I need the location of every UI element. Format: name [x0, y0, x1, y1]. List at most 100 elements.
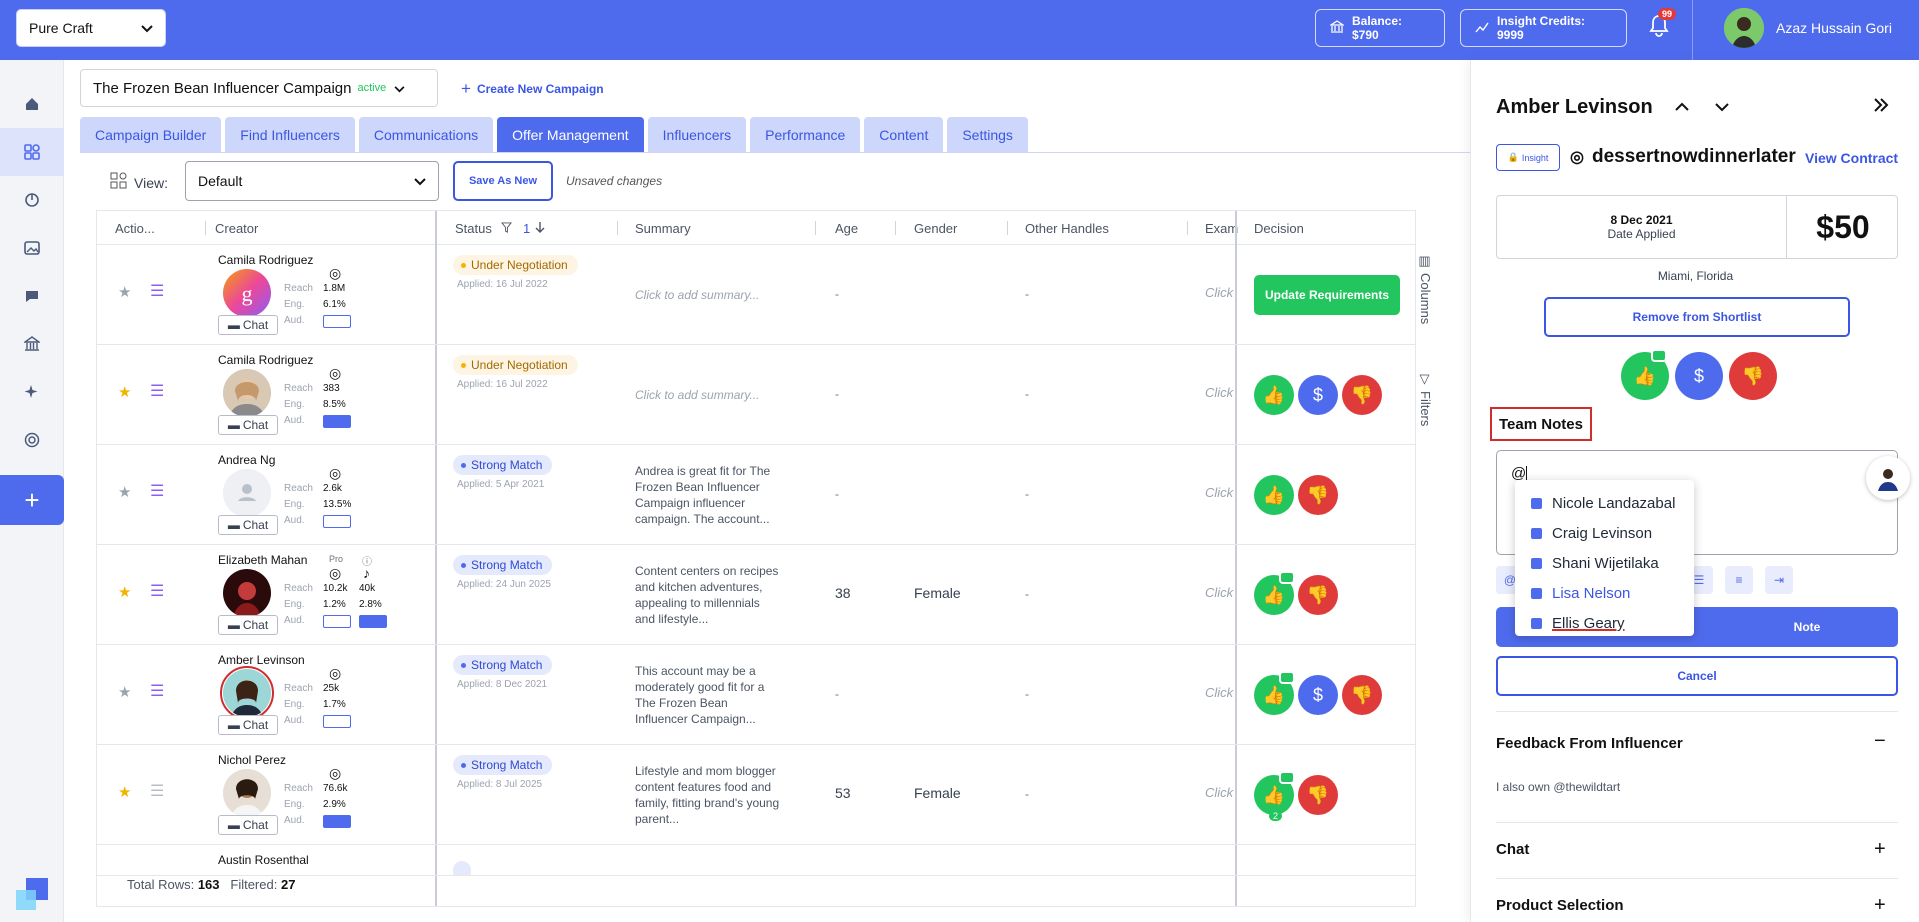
- brand-selector[interactable]: Pure Craft: [16, 9, 166, 47]
- update-requirements-button[interactable]: Update Requirements: [1254, 275, 1400, 315]
- header-other-handles[interactable]: Other Handles: [1025, 221, 1109, 236]
- avatar[interactable]: [220, 666, 274, 720]
- list-icon[interactable]: ☰: [150, 783, 165, 800]
- product-selection-title[interactable]: Product Selection: [1496, 897, 1624, 914]
- table-row[interactable]: ★ ☰ Camila Rodriguez g ▬ Chat ◎ Reach Eng.…: [97, 245, 1415, 345]
- target-icon[interactable]: [0, 416, 64, 464]
- table-row[interactable]: ★ ☰ Nichol Perez ▬ Chat ◎ Reach Eng. Aud. 7…: [97, 745, 1415, 845]
- indent-icon[interactable]: ⇥: [1765, 566, 1793, 594]
- status-badge[interactable]: Under Negotiation: [453, 355, 578, 375]
- mention-option[interactable]: Nicole Landazabal: [1515, 488, 1694, 518]
- list-icon[interactable]: ☰: [150, 583, 165, 600]
- audience-button[interactable]: [323, 715, 351, 728]
- sparkle-icon[interactable]: [0, 368, 64, 416]
- exam-cell[interactable]: Click: [1205, 585, 1234, 600]
- sort-down-icon[interactable]: [535, 221, 545, 236]
- chat-button[interactable]: ▬ Chat: [218, 815, 278, 835]
- table-row[interactable]: ★ ☰ Amber Levinson ▬ Chat ◎ Reach Eng. Aud.…: [97, 645, 1415, 745]
- campaign-selector[interactable]: The Frozen Bean Influencer Campaign acti…: [80, 69, 438, 107]
- creator-name[interactable]: Elizabeth Mahan: [218, 553, 308, 567]
- instagram-icon[interactable]: ◎: [329, 465, 342, 481]
- star-icon[interactable]: ★: [118, 684, 132, 701]
- chevron-down-icon[interactable]: [1714, 96, 1730, 117]
- campaigns-icon[interactable]: [0, 128, 64, 176]
- exam-cell[interactable]: Click: [1205, 685, 1234, 700]
- chat-button[interactable]: ▬ Chat: [218, 315, 278, 335]
- tiktok-icon[interactable]: ♪: [363, 565, 370, 581]
- team-note-input[interactable]: @: [1496, 450, 1898, 555]
- mention-option[interactable]: Ellis Geary: [1515, 608, 1694, 638]
- instagram-icon[interactable]: ◎: [329, 365, 342, 381]
- tab-performance[interactable]: Performance: [750, 117, 861, 153]
- tab-offer-management[interactable]: Offer Management: [497, 117, 644, 153]
- summary-cell[interactable]: Click to add summary...: [635, 288, 760, 302]
- avatar[interactable]: g: [223, 269, 271, 317]
- negotiate-button[interactable]: $: [1675, 352, 1723, 400]
- header-gender[interactable]: Gender: [914, 221, 958, 236]
- status-badge[interactable]: Strong Match: [453, 555, 553, 575]
- summary-cell[interactable]: This account may be a moderately good fi…: [635, 664, 765, 726]
- status-badge[interactable]: Strong Match: [453, 455, 553, 475]
- star-icon[interactable]: ★: [118, 384, 132, 401]
- filters-toggle[interactable]: ▽ Filters: [1418, 372, 1433, 426]
- save-as-new-button[interactable]: Save As New: [453, 161, 553, 201]
- creator-name[interactable]: Nichol Perez: [218, 753, 287, 767]
- list-icon[interactable]: ☰: [150, 383, 165, 400]
- negotiate-button[interactable]: $: [1298, 375, 1338, 415]
- tab-content[interactable]: Content: [864, 117, 944, 153]
- balance-button[interactable]: Balance: $790: [1315, 9, 1445, 47]
- summary-cell[interactable]: Click to add summary...: [635, 388, 760, 402]
- chat-button[interactable]: ▬ Chat: [218, 515, 278, 535]
- tab-communications[interactable]: Communications: [358, 117, 494, 153]
- audience-button[interactable]: [323, 415, 351, 428]
- header-exam[interactable]: Exam: [1205, 221, 1239, 236]
- chat-button[interactable]: ▬ Chat: [218, 715, 278, 735]
- creator-name[interactable]: Andrea Ng: [218, 453, 276, 467]
- reject-button[interactable]: 👎: [1298, 775, 1338, 815]
- audience-button[interactable]: [323, 315, 351, 328]
- analytics-icon[interactable]: [0, 176, 64, 224]
- insight-button[interactable]: 🔒 Insight: [1496, 144, 1560, 171]
- reject-button[interactable]: 👎: [1298, 575, 1338, 615]
- instagram-icon[interactable]: ◎: [329, 665, 342, 681]
- negotiate-button[interactable]: $: [1298, 675, 1338, 715]
- status-badge[interactable]: [453, 861, 471, 875]
- exam-cell[interactable]: Click: [1205, 385, 1234, 400]
- summary-cell[interactable]: Content centers on recipes and kitchen a…: [635, 564, 779, 626]
- star-icon[interactable]: ★: [118, 584, 132, 601]
- tab-influencers[interactable]: Influencers: [647, 117, 747, 153]
- numbered-list-icon[interactable]: ≡: [1725, 566, 1753, 594]
- audience-button[interactable]: [323, 615, 351, 628]
- add-button[interactable]: +: [0, 475, 64, 525]
- creator-name[interactable]: Austin Rosenthal: [218, 853, 309, 867]
- plus-icon[interactable]: +: [1874, 838, 1886, 860]
- avatar[interactable]: [223, 769, 271, 817]
- table-row[interactable]: ★ ☰ Camila Rodriguez ▬ Chat ◎ Reach Eng. Au…: [97, 345, 1415, 445]
- avatar[interactable]: [223, 569, 271, 617]
- tab-find-influencers[interactable]: Find Influencers: [225, 117, 355, 153]
- header-summary[interactable]: Summary: [635, 221, 691, 236]
- status-badge[interactable]: Under Negotiation: [453, 255, 578, 275]
- creator-name[interactable]: Amber Levinson: [218, 653, 305, 667]
- creator-name[interactable]: Camila Rodriguez: [218, 253, 314, 267]
- exam-cell[interactable]: Click: [1205, 785, 1234, 800]
- remove-from-shortlist-button[interactable]: Remove from Shortlist: [1544, 297, 1850, 337]
- reject-button[interactable]: 👎: [1342, 375, 1382, 415]
- audience-button[interactable]: [323, 815, 351, 828]
- reject-button[interactable]: 👎: [1342, 675, 1382, 715]
- header-actions[interactable]: Actio...: [115, 221, 155, 236]
- header-decision[interactable]: Decision: [1254, 221, 1304, 236]
- status-badge[interactable]: Strong Match: [453, 655, 553, 675]
- table-row[interactable]: ★ ☰ Andrea Ng ▬ Chat ◎ Reach Eng. Aud. 2.6k…: [97, 445, 1415, 545]
- view-select[interactable]: Default: [185, 161, 439, 201]
- reject-button[interactable]: 👎: [1298, 475, 1338, 515]
- instagram-icon[interactable]: ◎: [329, 765, 342, 781]
- tab-campaign-builder[interactable]: Campaign Builder: [80, 117, 222, 153]
- instagram-icon[interactable]: ◎: [329, 265, 342, 281]
- minus-icon[interactable]: −: [1874, 730, 1886, 752]
- star-icon[interactable]: ★: [118, 284, 132, 301]
- list-icon[interactable]: ☰: [150, 483, 165, 500]
- info-icon[interactable]: ⓘ: [362, 557, 372, 568]
- feedback-section-title[interactable]: Feedback From Influencer: [1496, 735, 1683, 752]
- accept-button[interactable]: 👍: [1254, 475, 1294, 515]
